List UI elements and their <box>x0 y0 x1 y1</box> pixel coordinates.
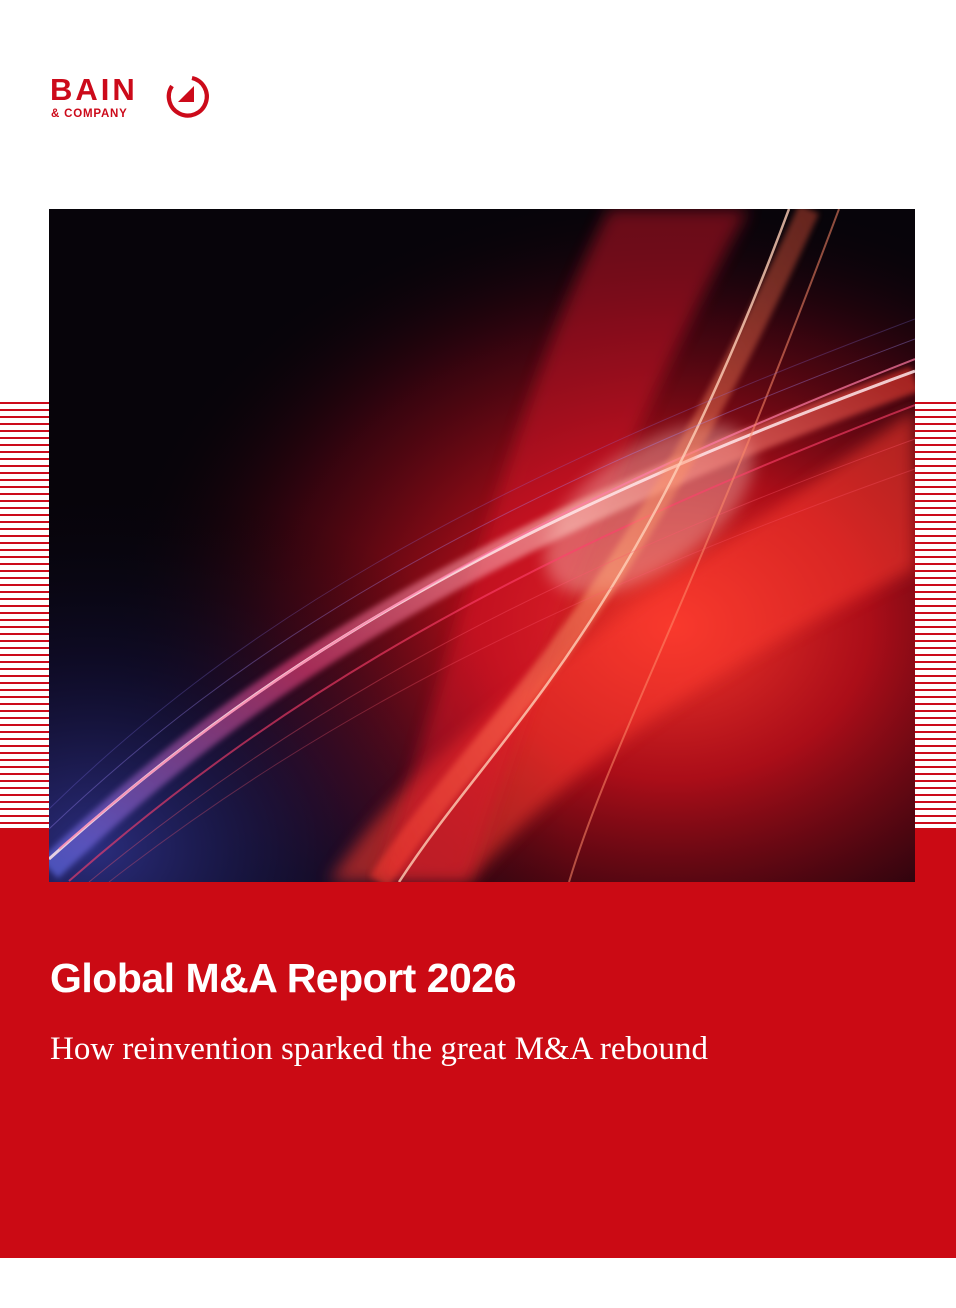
bain-logo: BAIN & COMPANY <box>50 72 220 128</box>
report-title: Global M&A Report 2026 <box>50 955 516 1001</box>
logo-subtitle: & COMPANY <box>51 108 128 120</box>
report-subtitle: How reinvention sparked the great M&A re… <box>50 1031 709 1067</box>
light-wave-illustration <box>49 209 915 882</box>
logo-wordmark: BAIN <box>50 72 138 107</box>
cover-image <box>49 209 915 882</box>
title-band <box>0 828 956 1258</box>
compass-icon <box>166 75 209 118</box>
